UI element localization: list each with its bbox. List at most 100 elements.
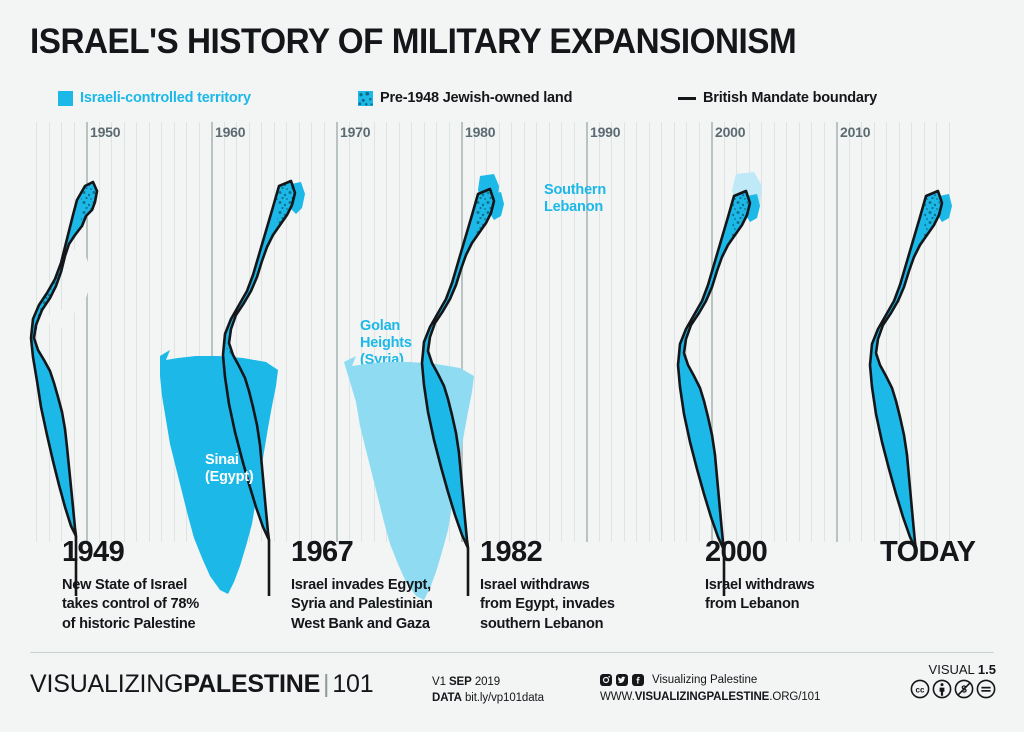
southern-lebanon-label: Southern Lebanon	[544, 182, 607, 215]
gridline-year	[848, 122, 850, 542]
gridline-decade	[211, 122, 213, 542]
year-label-1990: 1990	[590, 124, 621, 140]
gridline-year	[648, 122, 650, 542]
caption-year-1949: 1949	[62, 536, 125, 568]
website-line[interactable]: WWW.VISUALIZINGPALESTINE.ORG/101	[600, 689, 820, 705]
year-label-1950: 1950	[90, 124, 121, 140]
instagram-icon[interactable]	[600, 674, 612, 687]
gridline-year	[886, 122, 887, 542]
israeli-territory-1949-shape	[31, 182, 97, 536]
gridline-year	[873, 122, 875, 542]
legend-label-british-mandate: British Mandate boundary	[703, 90, 878, 106]
brand-bold: PALESTINE	[183, 670, 321, 698]
gridline-year	[136, 122, 137, 542]
gridline-year	[798, 122, 800, 542]
gridline-year	[348, 122, 350, 542]
caption-2000: 2000 Israel withdraws from Lebanon	[705, 538, 815, 615]
caption-1949: 1949 New State of Israel takes control o…	[62, 538, 199, 634]
gridline-year	[486, 122, 487, 542]
caption-text-1982: Israel withdraws from Egypt, invades sou…	[480, 577, 615, 632]
gridline-year	[398, 122, 400, 542]
data-value: bit.ly/vp101data	[464, 692, 544, 705]
year-label-2000: 2000	[715, 124, 746, 140]
version-line: V1 SEP 2019	[432, 674, 544, 690]
caption-year-2000: 2000	[705, 536, 768, 568]
year-label-1970: 1970	[340, 124, 371, 140]
brand-bar: |	[323, 670, 330, 698]
gridline-year	[698, 122, 700, 542]
noderivatives-icon	[976, 679, 996, 704]
gridline-year	[298, 122, 300, 542]
gridline-year	[73, 122, 75, 542]
gridline-year	[361, 122, 362, 542]
sinai-egypt-label: Sinai (Egypt)	[205, 452, 254, 485]
gridline-year	[773, 122, 775, 542]
gridline-year	[736, 122, 737, 542]
gridline-year	[373, 122, 375, 542]
gridline-year	[611, 122, 612, 542]
page-title: ISRAEL'S HISTORY OF MILITARY EXPANSIONIS…	[30, 22, 797, 61]
gridline-year	[386, 122, 387, 542]
gridline-year	[48, 122, 50, 542]
legend-swatch-solid-icon	[58, 90, 73, 106]
footer-divider	[30, 652, 994, 653]
israeli-territory-today-shape	[870, 191, 942, 550]
gridline-year	[561, 122, 562, 542]
caption-text-2000: Israel withdraws from Lebanon	[705, 577, 815, 613]
gridline-year	[173, 122, 175, 542]
year-label-1980: 1980	[465, 124, 496, 140]
west-bank-cutout-1949	[62, 248, 90, 314]
legend-item-british-mandate: British Mandate boundary	[678, 90, 877, 106]
year-label-2010: 2010	[840, 124, 871, 140]
captions-row: 1949 New State of Israel takes control o…	[0, 538, 1024, 648]
gridline-year	[898, 122, 900, 542]
gridline-year	[323, 122, 325, 542]
social-row: Visualizing Palestine	[600, 672, 820, 688]
caption-year-1982: 1982	[480, 536, 543, 568]
site-bold: VISUALIZINGPALESTINE	[634, 691, 770, 704]
social-block: Visualizing Palestine WWW.VISUALIZINGPAL…	[600, 672, 820, 705]
gridline-year	[623, 122, 625, 542]
gridline-year	[673, 122, 675, 542]
map-today	[868, 170, 998, 610]
legend-item-pre1948-jewish-owned: Pre-1948 Jewish-owned land	[358, 90, 572, 106]
brand-logo: VISUALIZINGPALESTINE | 101	[30, 670, 374, 699]
gridline-year	[448, 122, 450, 542]
legend-label-pre1948-jewish-owned: Pre-1948 Jewish-owned land	[380, 90, 573, 106]
british-mandate-boundary-2000	[676, 189, 752, 552]
gridline-year	[523, 122, 525, 542]
gridline-year	[236, 122, 237, 542]
gridline-decade	[711, 122, 713, 542]
southern-cutout-1949	[48, 310, 68, 330]
twitter-icon[interactable]	[616, 674, 628, 687]
gridline-year	[861, 122, 862, 542]
british-mandate-boundary-1967	[221, 179, 297, 542]
map-2000	[676, 170, 806, 610]
visual-version: 1.5	[977, 662, 996, 677]
legend: Israeli-controlled territory Pre-1948 Je…	[58, 90, 958, 112]
gridline-year	[411, 122, 412, 542]
gridline-year	[911, 122, 912, 542]
creative-commons-row: cc $	[910, 679, 996, 704]
gridline-year	[548, 122, 550, 542]
gridline-year	[573, 122, 575, 542]
version-prefix: V1	[432, 676, 446, 688]
social-handle: Visualizing Palestine	[652, 674, 758, 686]
brand-number: 101	[332, 670, 374, 698]
gridline-year	[61, 122, 62, 542]
attribution-icon	[932, 679, 952, 704]
british-mandate-boundary-1949	[29, 180, 99, 538]
map-1949	[22, 180, 142, 600]
british-mandate-boundary-1982	[420, 187, 496, 550]
gridline-decade	[336, 122, 338, 542]
data-label: DATA	[432, 692, 462, 705]
legend-item-israeli-controlled: Israeli-controlled territory	[58, 90, 251, 106]
gridline-decade	[86, 122, 88, 542]
gridline-year	[748, 122, 750, 542]
site-prefix: WWW.	[600, 691, 635, 704]
svg-text:$: $	[961, 685, 967, 696]
facebook-icon[interactable]	[632, 674, 644, 687]
gridline-year	[936, 122, 937, 542]
svg-text:cc: cc	[916, 685, 925, 694]
